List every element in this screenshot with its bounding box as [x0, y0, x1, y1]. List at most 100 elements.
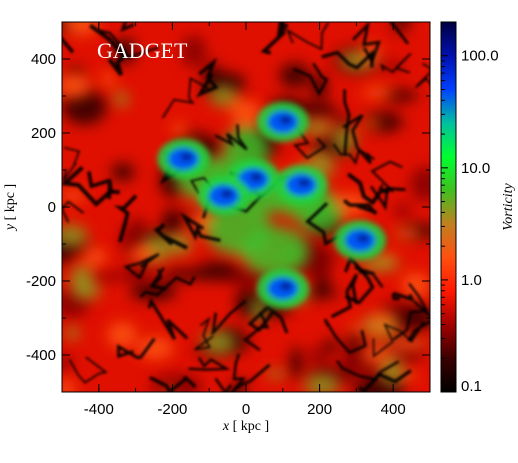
colorbar-frame	[440, 21, 457, 393]
vorticity-filament	[392, 282, 429, 341]
vorticity-peak	[180, 152, 193, 161]
x-axis-unit: [ kpc ]	[229, 419, 269, 434]
vorticity-filament	[194, 316, 214, 351]
vorticity-filament	[120, 22, 135, 33]
vorticity-peak	[220, 189, 233, 198]
low-vorticity-patch	[162, 269, 210, 281]
vorticity-filament	[305, 202, 340, 246]
moderate-vorticity-patch	[392, 227, 422, 240]
moderate-vorticity-patch	[304, 373, 340, 392]
low-vorticity-patch	[409, 166, 430, 202]
vorticity-filament	[342, 114, 372, 165]
vorticity-filament	[391, 291, 415, 303]
x-tick-label: -200	[157, 401, 187, 418]
moderate-vorticity-patch	[62, 224, 88, 247]
y-tick-label: -400	[26, 347, 56, 364]
vorticity-filament	[293, 62, 329, 97]
moderate-vorticity-patch	[201, 330, 236, 355]
x-axis-label: x [ kpc ]	[222, 419, 269, 434]
vorticity-filament	[210, 300, 247, 335]
colorbar	[441, 22, 456, 392]
moderate-vorticity-patch	[62, 190, 87, 202]
vorticity-filament	[139, 276, 196, 298]
moderate-vorticity-patch	[102, 70, 115, 89]
vorticity-filament	[180, 212, 221, 242]
vorticity-filament	[161, 76, 211, 119]
colorbar-tick-label: 0.1	[461, 378, 482, 395]
x-tick-label: 0	[242, 401, 250, 418]
low-vorticity-patch	[279, 63, 310, 88]
vorticity-peak	[298, 178, 311, 187]
y-tick-label: -200	[26, 273, 56, 290]
moderate-vorticity-patch	[205, 203, 272, 255]
x-tick-label: 200	[307, 401, 332, 418]
vorticity-filament	[195, 57, 219, 98]
moderate-vorticity-patch	[63, 22, 99, 37]
vorticity-filament	[369, 185, 406, 212]
vorticity-filament	[321, 49, 374, 70]
vorticity-filament	[117, 337, 156, 360]
moderate-vorticity-patch	[114, 91, 129, 107]
vorticity-filament	[407, 300, 430, 343]
moderate-vorticity-patch	[65, 326, 80, 340]
vorticity-filament	[153, 222, 188, 250]
vorticity-filament	[62, 165, 120, 207]
low-vorticity-patch	[180, 34, 207, 68]
vorticity-peak	[357, 234, 370, 243]
moderate-vorticity-patch	[137, 336, 174, 360]
vorticity-filament	[370, 160, 403, 193]
vorticity-filament	[358, 369, 412, 392]
moderate-vorticity-patch	[172, 121, 185, 138]
vorticity-filament	[214, 353, 247, 392]
low-vorticity-patch	[289, 346, 303, 380]
high-vorticity-regions	[157, 101, 387, 309]
vorticity-filament	[188, 356, 231, 371]
colorbar-tick-label: 1.0	[461, 272, 482, 289]
vorticity-peak	[250, 173, 263, 182]
colorbar-tick-label: 100.0	[461, 48, 499, 65]
colorbar-label: Vorticity	[501, 182, 516, 230]
y-axis-ticks: -400 -200 0 200 400	[26, 21, 430, 393]
x-axis-ticks: -400 -200 0 200 400	[61, 22, 431, 418]
low-vorticity-patch	[323, 338, 338, 355]
vorticity-filament	[352, 259, 384, 289]
vorticity-filament	[147, 297, 189, 340]
moderate-vorticity-patch	[230, 100, 262, 126]
low-vorticity-patch	[111, 162, 135, 182]
y-axis-unit: [ kpc ]	[3, 184, 18, 224]
vorticity-filament	[62, 146, 81, 182]
low-vorticity-patch	[394, 203, 412, 218]
vorticity-filament	[343, 89, 351, 156]
moderate-vorticity-patch	[362, 86, 394, 99]
y-axis-label: y [ kpc ]	[3, 184, 18, 232]
vorticity-filament	[330, 273, 359, 319]
vorticity-filament	[414, 62, 430, 89]
moderate-vorticity-patch	[266, 369, 286, 379]
vorticity-map	[62, 22, 430, 392]
vorticity-filament	[343, 199, 378, 215]
low-vorticity-patch	[86, 271, 134, 282]
moderate-vorticity-patch	[62, 378, 75, 392]
vorticity-filament	[380, 52, 412, 74]
vorticity-filament	[87, 171, 114, 200]
low-vorticity-patch	[150, 373, 203, 392]
vorticity-filament	[224, 363, 271, 392]
moderate-vorticity-patch	[401, 272, 430, 299]
low-vorticity-patch	[311, 74, 328, 100]
vorticity-peak	[279, 282, 292, 291]
moderate-vorticity-patch	[71, 282, 101, 300]
low-vorticity-patch	[302, 288, 339, 299]
moderate-vorticity-patch	[84, 247, 107, 266]
vorticity-filament	[242, 311, 270, 352]
vorticity-filament	[285, 22, 330, 51]
vorticity-filament	[346, 172, 390, 206]
panel-label: GADGET	[97, 38, 188, 63]
x-axis-var: x	[222, 419, 230, 434]
low-vorticity-patch	[62, 89, 107, 125]
x-tick-label: -400	[84, 401, 114, 418]
vorticity-filament	[292, 123, 327, 160]
vorticity-filament	[123, 252, 160, 280]
vorticity-filament	[149, 267, 167, 291]
vorticity-filament	[98, 29, 159, 59]
